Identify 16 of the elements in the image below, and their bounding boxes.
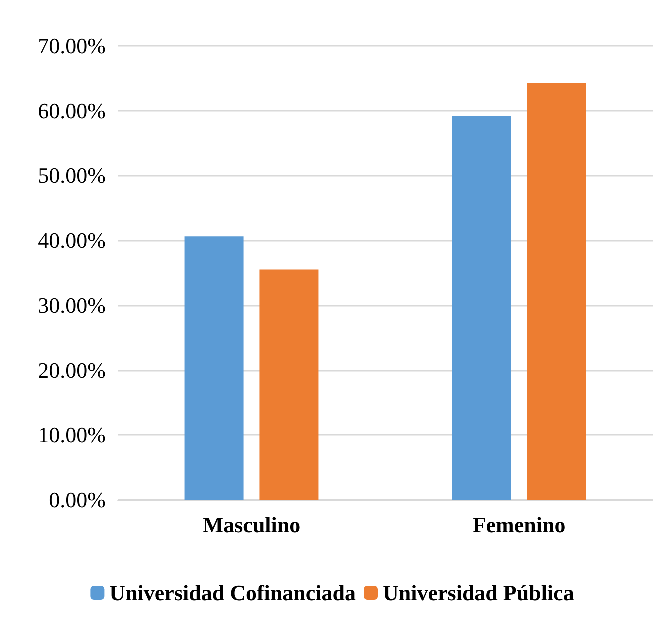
y-tick-label: 20.00% <box>38 358 106 383</box>
y-tick-label: 0.00% <box>49 488 106 512</box>
x-tick-label: Femenino <box>472 512 566 538</box>
legend-label: Universidad Pública <box>383 580 574 606</box>
y-tick-label: 30.00% <box>38 292 106 318</box>
y-tick-label: 10.00% <box>38 422 106 448</box>
bar <box>260 270 319 500</box>
y-tick-label: 50.00% <box>38 163 106 188</box>
y-tick-label: 60.00% <box>38 98 106 124</box>
x-tick-label: Masculino <box>202 512 301 538</box>
legend-label: Universidad Cofinanciada <box>110 580 356 606</box>
y-tick-label: 70.00% <box>38 34 106 58</box>
y-tick-label: 40.00% <box>38 228 106 254</box>
bar <box>452 116 512 500</box>
bar <box>527 82 586 500</box>
bar <box>184 236 244 500</box>
